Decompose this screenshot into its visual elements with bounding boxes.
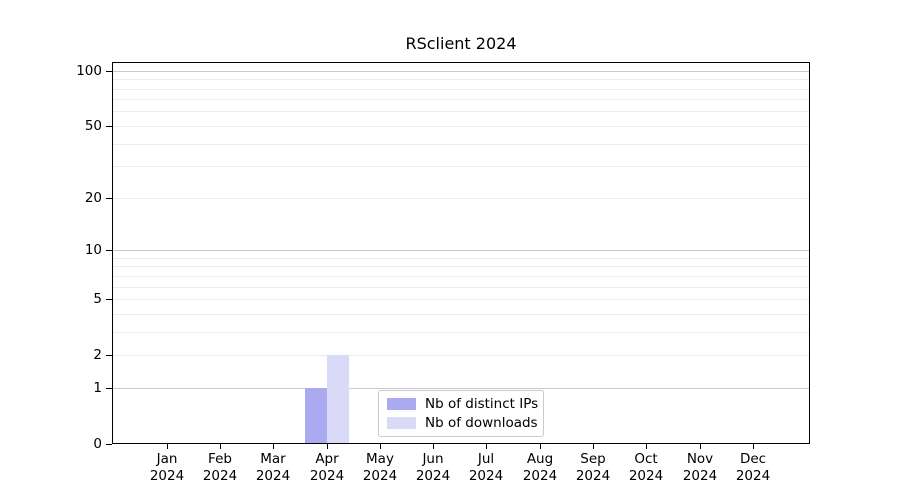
bar-downloads <box>327 355 349 443</box>
x-tick-mark <box>486 444 487 449</box>
x-tick-label: Apr 2024 <box>309 451 345 484</box>
minor-gridline <box>113 276 809 277</box>
x-tick-mark <box>593 444 594 449</box>
legend-swatch-distinct-ips <box>387 398 416 410</box>
y-tick-mark <box>106 198 112 199</box>
legend-item-downloads: Nb of downloads <box>387 415 538 431</box>
x-tick-mark <box>540 444 541 449</box>
x-tick-label: Aug 2024 <box>522 451 558 484</box>
x-tick-label: Nov 2024 <box>682 451 718 484</box>
x-tick-mark <box>433 444 434 449</box>
minor-gridline <box>113 332 809 333</box>
x-tick-mark <box>646 444 647 449</box>
x-tick-mark <box>167 444 168 449</box>
y-tick-label: 100 <box>76 63 102 79</box>
y-tick-mark <box>106 388 112 389</box>
minor-gridline <box>113 111 809 112</box>
legend-item-distinct-ips: Nb of distinct IPs <box>387 396 539 412</box>
minor-gridline <box>113 314 809 315</box>
y-tick-label: 2 <box>93 347 102 363</box>
minor-gridline <box>113 299 809 300</box>
chart-title: RSclient 2024 <box>405 34 517 53</box>
x-tick-mark <box>700 444 701 449</box>
bar-distinct-ips <box>305 388 327 443</box>
plot-frame <box>112 62 810 444</box>
x-tick-label: Jan 2024 <box>149 451 185 484</box>
y-tick-label: 50 <box>84 118 102 134</box>
y-tick-label: 10 <box>84 242 102 258</box>
x-tick-mark <box>380 444 381 449</box>
x-tick-label: May 2024 <box>362 451 398 484</box>
y-tick-mark <box>106 71 112 72</box>
legend-label-downloads: Nb of downloads <box>425 415 538 431</box>
legend: Nb of distinct IPs Nb of downloads <box>378 390 544 437</box>
minor-gridline <box>113 99 809 100</box>
y-tick-mark <box>106 250 112 251</box>
y-tick-mark <box>106 299 112 300</box>
x-tick-label: Sep 2024 <box>575 451 611 484</box>
major-gridline <box>113 388 809 389</box>
minor-gridline <box>113 89 809 90</box>
y-tick-label: 0 <box>93 436 102 452</box>
x-tick-label: Jul 2024 <box>468 451 504 484</box>
major-gridline <box>113 250 809 251</box>
major-gridline <box>113 71 809 72</box>
x-tick-label: Dec 2024 <box>735 451 771 484</box>
x-tick-mark <box>327 444 328 449</box>
minor-gridline <box>113 287 809 288</box>
x-tick-label: Feb 2024 <box>202 451 238 484</box>
x-tick-mark <box>220 444 221 449</box>
y-tick-label: 1 <box>93 380 102 396</box>
y-tick-mark <box>106 355 112 356</box>
x-tick-label: Jun 2024 <box>415 451 451 484</box>
x-tick-mark <box>273 444 274 449</box>
minor-gridline <box>113 266 809 267</box>
minor-gridline <box>113 144 809 145</box>
y-tick-label: 20 <box>84 190 102 206</box>
legend-label-distinct-ips: Nb of distinct IPs <box>425 396 539 412</box>
y-tick-mark <box>106 126 112 127</box>
x-tick-label: Mar 2024 <box>255 451 291 484</box>
minor-gridline <box>113 198 809 199</box>
minor-gridline <box>113 355 809 356</box>
x-tick-label: Oct 2024 <box>628 451 664 484</box>
y-tick-label: 5 <box>93 291 102 307</box>
minor-gridline <box>113 166 809 167</box>
minor-gridline <box>113 126 809 127</box>
minor-gridline <box>113 79 809 80</box>
legend-swatch-downloads <box>387 417 416 429</box>
x-tick-mark <box>753 444 754 449</box>
minor-gridline <box>113 258 809 259</box>
y-tick-mark <box>106 444 112 445</box>
